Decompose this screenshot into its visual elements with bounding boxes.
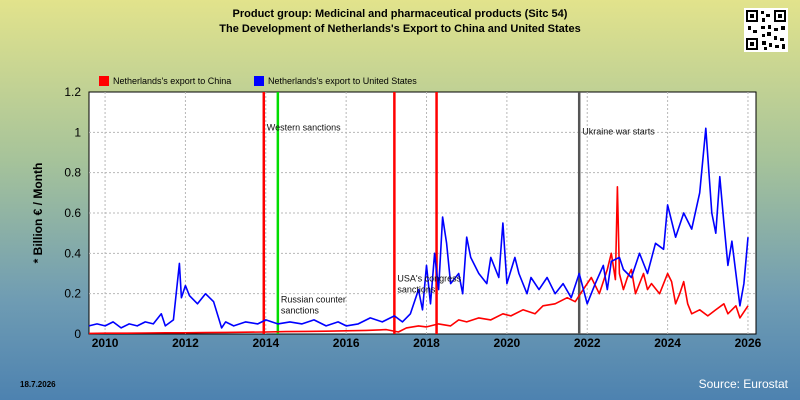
legend: Netherlands's export to China Netherlands… — [99, 76, 417, 86]
legend-label: Netherlands's export to China — [113, 76, 231, 86]
event-label: Russian counter sanctions — [281, 295, 346, 316]
x-axis-ticks: 2010 2012 2014 2016 2018 2020 2022 2024 2026 — [92, 336, 762, 350]
event-label: USA's congress sanctions — [397, 274, 461, 295]
legend-swatch — [99, 76, 109, 86]
y-axis-label: * Billion € / Month — [31, 163, 45, 264]
legend-swatch — [254, 76, 264, 86]
x-tick-label: 2020 — [494, 336, 521, 350]
x-tick-label: 2026 — [735, 336, 762, 350]
y-tick-label: 0.2 — [64, 287, 81, 301]
x-tick-label: 2016 — [333, 336, 360, 350]
chart-title-line2: The Development of Netherlands's Export … — [219, 23, 581, 35]
event-lines — [262, 92, 581, 334]
y-axis-ticks: 0 0.2 0.4 0.6 0.8 1 1.2 — [64, 85, 81, 341]
x-tick-label: 2024 — [654, 336, 681, 350]
y-tick-label: 1 — [74, 125, 81, 139]
series-lines: Western sanctions Russian counter sanction… — [88, 122, 749, 335]
series-line — [88, 186, 749, 335]
chart-title-line1: Product group: Medicinal and pharmaceuti… — [232, 8, 568, 20]
footer-date: 18.7.2026 — [20, 380, 56, 389]
y-tick-label: 0.4 — [64, 246, 81, 260]
footer-source: Source: Eurostat — [698, 377, 788, 391]
x-tick-label: 2022 — [574, 336, 601, 350]
y-tick-label: 1.2 — [64, 85, 81, 99]
event-label: Western sanctions — [267, 122, 341, 132]
x-tick-label: 2010 — [92, 336, 119, 350]
y-tick-label: 0.6 — [64, 206, 81, 220]
x-tick-label: 2012 — [172, 336, 199, 350]
x-tick-label: 2014 — [252, 336, 279, 350]
y-tick-label: 0.8 — [64, 166, 81, 180]
legend-label: Netherlands's export to United States — [268, 76, 417, 86]
series-line — [88, 127, 749, 329]
grid-lines — [89, 92, 756, 334]
y-tick-label: 0 — [74, 327, 81, 341]
event-label: Ukraine war starts — [582, 126, 655, 136]
x-tick-label: 2018 — [413, 336, 440, 350]
qr-code-icon[interactable] — [744, 8, 788, 52]
